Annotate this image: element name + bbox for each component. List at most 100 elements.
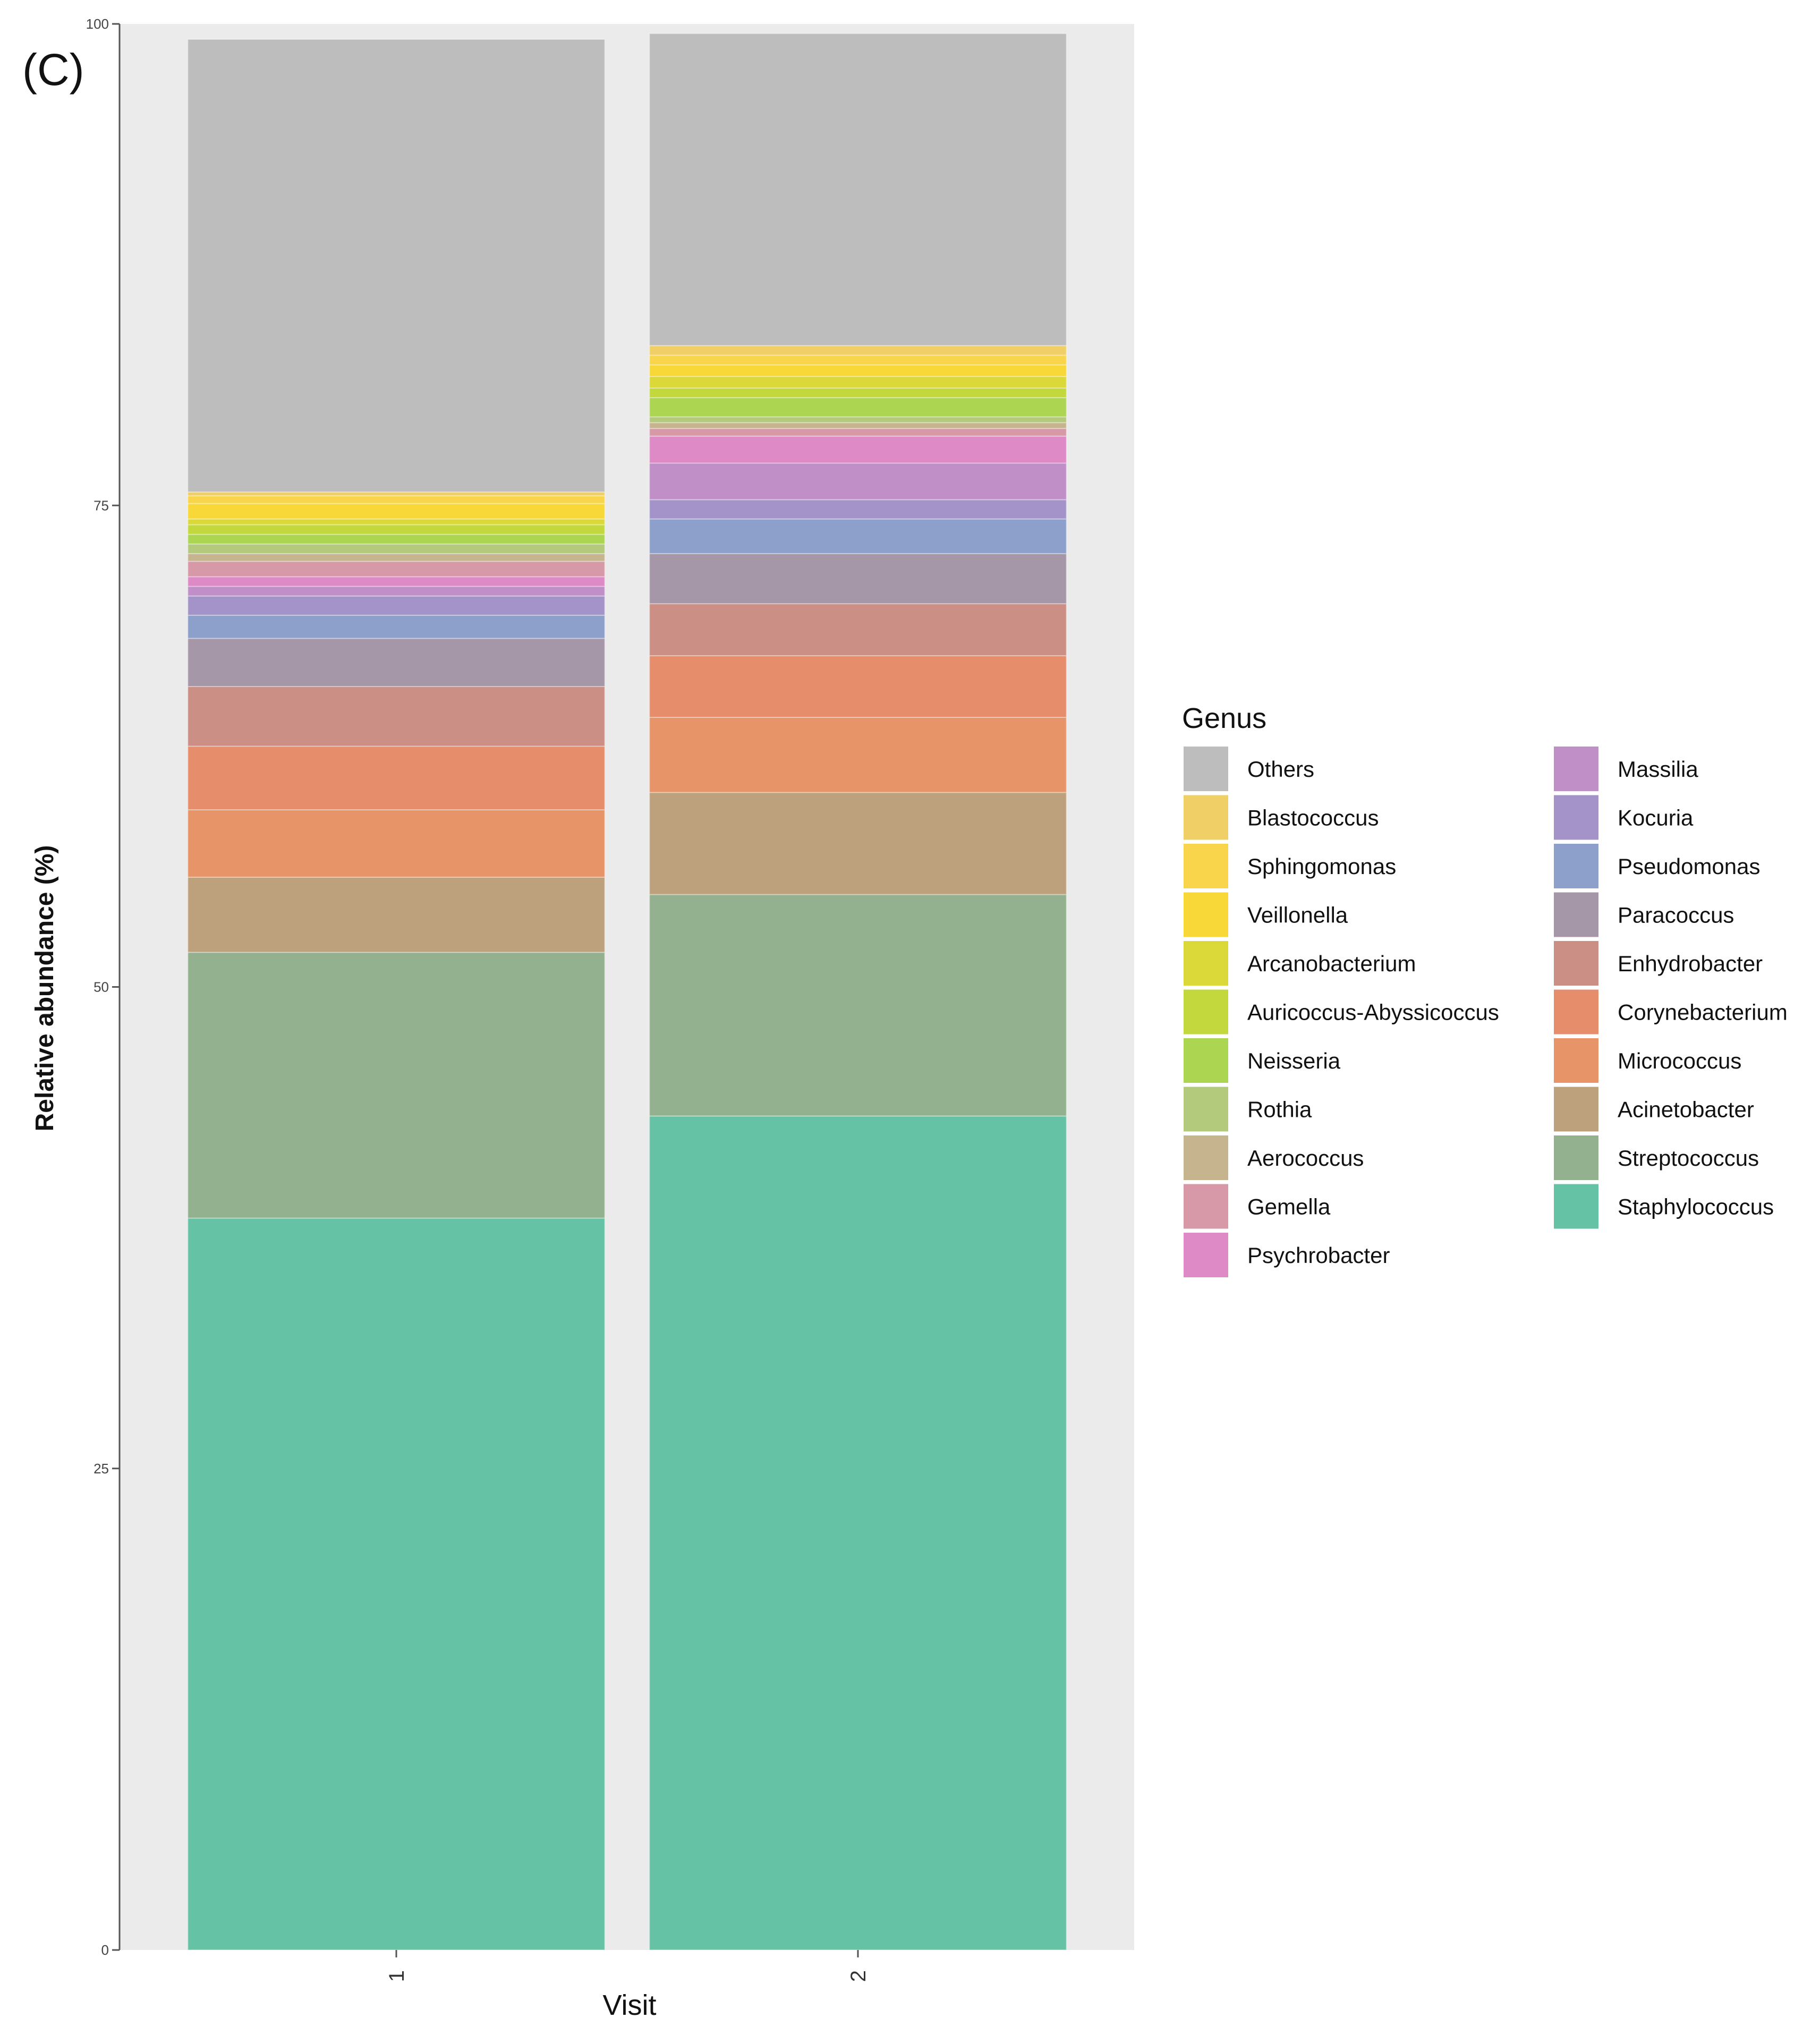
legend-swatch xyxy=(1554,1038,1598,1083)
legend-item: Auricoccus-Abyssicoccus xyxy=(1184,989,1499,1035)
legend-swatch xyxy=(1184,1135,1228,1180)
legend-label: Enhydrobacter xyxy=(1618,951,1763,976)
legend-swatch xyxy=(1184,1184,1228,1229)
bar-segment xyxy=(187,553,606,562)
legend-title: Genus xyxy=(1182,702,1266,734)
legend-label: Micrococcus xyxy=(1618,1048,1741,1073)
x-tick-label: 1 xyxy=(385,1970,409,1982)
bar-segment xyxy=(187,876,606,953)
legend-item: Kocuria xyxy=(1554,795,1694,840)
legend-item: Sphingomonas xyxy=(1184,844,1396,888)
legend-swatch xyxy=(1554,844,1598,888)
legend-label: Blastococcus xyxy=(1247,805,1379,830)
legend-item: Enhydrobacter xyxy=(1554,941,1763,986)
bar-segment xyxy=(649,345,1067,356)
legend-item: Paracoccus xyxy=(1554,892,1734,937)
legend-label: Sphingomonas xyxy=(1247,854,1396,879)
bar-segment xyxy=(187,595,606,616)
legend-label: Paracoccus xyxy=(1618,903,1734,928)
x-tick-label: 2 xyxy=(847,1970,870,1982)
legend: Others Blastococcus Sphingomonas Veillonell… xyxy=(1184,747,1788,1277)
bar-segment xyxy=(187,614,606,639)
bar-segment xyxy=(187,39,606,493)
bar-segment xyxy=(187,586,606,597)
legend-label: Others xyxy=(1247,757,1314,782)
legend-swatch xyxy=(1184,1038,1228,1083)
legend-item: Others xyxy=(1184,747,1314,791)
bar-segment xyxy=(649,553,1067,605)
legend-swatch xyxy=(1554,989,1598,1035)
legend-item: Streptococcus xyxy=(1554,1135,1759,1180)
legend-item: Aerococcus xyxy=(1184,1135,1364,1180)
legend-item: Veillonella xyxy=(1184,892,1348,937)
bar-segment xyxy=(649,655,1067,718)
legend-label: Aerococcus xyxy=(1247,1146,1364,1171)
legend-item: Neisseria xyxy=(1184,1038,1341,1083)
legend-item: Massilia xyxy=(1554,747,1698,791)
legend-label: Arcanobacterium xyxy=(1247,951,1416,976)
legend-swatch xyxy=(1184,747,1228,791)
bar-segment xyxy=(187,745,606,810)
x-axis-title: Visit xyxy=(602,1989,656,2021)
bar-segment xyxy=(187,518,606,525)
legend-swatch xyxy=(1184,1087,1228,1132)
legend-swatch xyxy=(1184,941,1228,986)
legend-swatch xyxy=(1554,795,1598,840)
legend-item: Acinetobacter xyxy=(1554,1087,1754,1132)
legend-swatch xyxy=(1554,1087,1598,1132)
bar-segment xyxy=(187,495,606,504)
bar-segment xyxy=(649,422,1067,429)
bar-segment xyxy=(649,416,1067,423)
legend-label: Gemella xyxy=(1247,1194,1331,1219)
legend-swatch xyxy=(1554,747,1598,791)
legend-swatch xyxy=(1554,941,1598,986)
y-axis-title: Relative abundance (%) xyxy=(31,845,59,1132)
legend-label: Corynebacterium xyxy=(1618,1000,1788,1025)
panel-label: (C) xyxy=(22,45,84,95)
y-axis-ticks: 0 25 50 75 100 xyxy=(86,16,120,1958)
bar-segment xyxy=(649,603,1067,656)
legend-item: Blastococcus xyxy=(1184,795,1379,840)
legend-item: Pseudomonas xyxy=(1554,844,1761,888)
legend-label: Streptococcus xyxy=(1618,1146,1759,1171)
legend-item: Corynebacterium xyxy=(1554,989,1788,1035)
legend-item: Psychrobacter xyxy=(1184,1233,1390,1277)
bar-segment xyxy=(649,435,1067,464)
legend-label: Rothia xyxy=(1247,1097,1312,1122)
bar-segment xyxy=(187,1217,606,1951)
bar-segment xyxy=(187,533,606,545)
y-tick-label: 0 xyxy=(101,1942,109,1958)
legend-label: Psychrobacter xyxy=(1247,1243,1390,1268)
bar-segment xyxy=(649,792,1067,895)
legend-label: Neisseria xyxy=(1247,1048,1341,1073)
bar-segment xyxy=(187,524,606,535)
legend-swatch xyxy=(1184,844,1228,888)
legend-swatch xyxy=(1184,1233,1228,1277)
legend-label: Acinetobacter xyxy=(1618,1097,1754,1122)
y-tick-label: 75 xyxy=(93,497,109,513)
legend-swatch xyxy=(1184,892,1228,937)
bar-segment xyxy=(649,376,1067,389)
y-tick-label: 50 xyxy=(93,979,109,995)
bar-segment xyxy=(187,491,606,497)
bar-segment xyxy=(187,952,606,1219)
bar-segment xyxy=(187,561,606,578)
bar-segment xyxy=(649,33,1067,346)
bar-segment xyxy=(187,543,606,554)
bar-segment xyxy=(649,397,1067,418)
bar-segment xyxy=(649,894,1067,1117)
bar-segment xyxy=(649,518,1067,554)
legend-swatch xyxy=(1184,795,1228,840)
bar-segment xyxy=(187,576,606,587)
bar-segment xyxy=(649,717,1067,793)
legend-item: Gemella xyxy=(1184,1184,1331,1229)
legend-swatch xyxy=(1554,892,1598,937)
legend-label: Massilia xyxy=(1618,757,1698,782)
bar-segment xyxy=(187,638,606,687)
bar-segment xyxy=(649,428,1067,437)
legend-item: Rothia xyxy=(1184,1087,1312,1132)
legend-swatch xyxy=(1184,989,1228,1035)
bars-layer xyxy=(187,33,1067,1951)
